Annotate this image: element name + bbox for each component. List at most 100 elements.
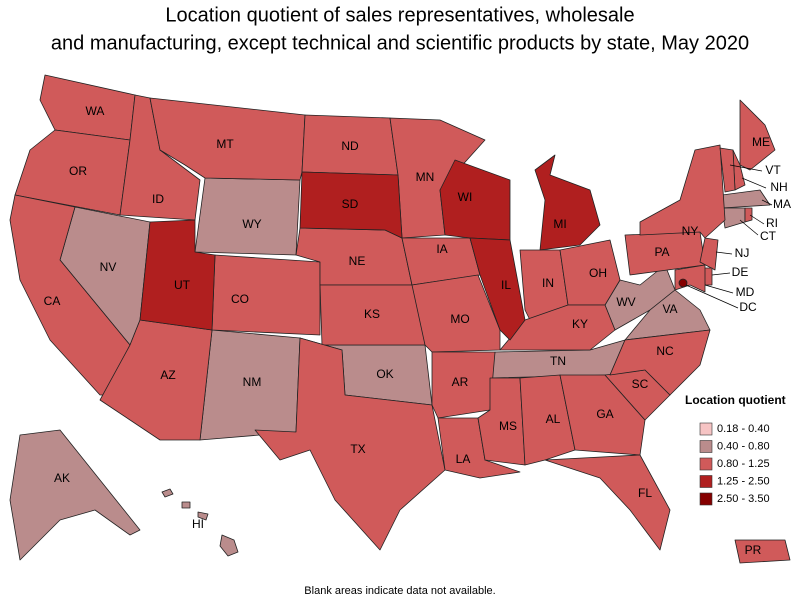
- state: [609, 329, 711, 396]
- leader-line: [715, 251, 733, 255]
- state: [721, 189, 771, 209]
- state: [719, 147, 736, 193]
- state: [211, 254, 321, 336]
- state-labels: NV WY NM OK TN WV VA CT MA AK HI WA OR CA ID MT CO AZ ND NE…: [44, 104, 791, 557]
- legend-swatch: [699, 422, 713, 436]
- leader-line: [704, 284, 734, 294]
- legend-swatch: [699, 440, 713, 453]
- state-label: TN: [550, 354, 566, 368]
- leader-line: [729, 164, 763, 172]
- state-label: VA: [662, 302, 677, 316]
- state-label: RI: [766, 216, 778, 230]
- state: [139, 219, 216, 331]
- state-label: MI: [553, 217, 566, 231]
- state: [544, 454, 671, 551]
- state: [534, 154, 601, 251]
- state: [674, 264, 706, 293]
- leader-line: [749, 214, 765, 225]
- state: [639, 144, 726, 239]
- state-label: MT: [216, 137, 234, 151]
- state-label: IN: [542, 276, 554, 290]
- state-label: AZ: [160, 368, 175, 382]
- legend-label: 0.40 - 0.80: [717, 440, 770, 452]
- state-label: WY: [242, 217, 261, 231]
- state-label: NH: [770, 180, 787, 194]
- state: [744, 207, 753, 223]
- leader-line: [711, 272, 731, 276]
- legend-label: 0.80 - 1.25: [717, 458, 770, 470]
- state: [739, 99, 776, 171]
- leader-line: [741, 177, 767, 189]
- state: [559, 374, 646, 456]
- state: [161, 488, 239, 557]
- state: [9, 429, 141, 561]
- state-label: VT: [765, 163, 781, 177]
- state-label: MN: [416, 170, 435, 184]
- state-label: NY: [682, 224, 699, 238]
- state-label: DC: [739, 300, 757, 314]
- state-label: MS: [499, 419, 517, 433]
- state-label: PA: [654, 245, 669, 259]
- state-label: GA: [596, 407, 613, 421]
- state-label: TX: [350, 442, 365, 456]
- state-label: CT: [760, 229, 777, 243]
- legend-swatch: [699, 457, 713, 471]
- state: [734, 539, 791, 564]
- title-line: Location quotient of sales representativ…: [165, 4, 634, 26]
- state-label: IL: [501, 278, 511, 292]
- state: [431, 351, 496, 419]
- legend: 0.18 - 0.40 0.40 - 0.80 0.80 - 1.25 1.25 - …: [699, 422, 770, 506]
- state-label: NM: [243, 375, 262, 389]
- state-label: NV: [100, 260, 117, 274]
- state-label: WI: [458, 190, 473, 204]
- state-label: AR: [452, 375, 469, 389]
- state-label: HI: [192, 517, 204, 531]
- legend-label: 1.25 - 2.50: [717, 475, 770, 487]
- state-label: ID: [152, 192, 164, 206]
- state-label: UT: [174, 278, 191, 292]
- state-label: IA: [436, 242, 447, 256]
- state-label: WV: [616, 295, 635, 309]
- state-label: SD: [342, 197, 359, 211]
- state: [299, 171, 403, 239]
- legend-swatch: [699, 492, 713, 506]
- state-label: OR: [69, 164, 87, 178]
- state-label: FL: [638, 486, 652, 500]
- state-label: AL: [546, 412, 561, 426]
- state-label: OK: [376, 367, 393, 381]
- state-label: KY: [572, 317, 588, 331]
- state-label: LA: [456, 452, 471, 466]
- state: [721, 207, 746, 229]
- state-label: KS: [364, 307, 380, 321]
- state-label: PR: [745, 543, 762, 557]
- state: [469, 237, 526, 341]
- state-label: SC: [632, 377, 649, 391]
- state: [604, 264, 676, 331]
- state-label: NE: [349, 254, 366, 268]
- legend-swatch: [699, 475, 713, 488]
- state-label: AK: [54, 471, 70, 485]
- states: [9, 74, 791, 564]
- state: [559, 239, 621, 306]
- leader-line: [685, 284, 739, 309]
- state-label: CO: [231, 292, 249, 306]
- legend-title: Location quotient: [685, 393, 786, 407]
- state: [519, 374, 576, 466]
- state-label: OH: [589, 266, 607, 280]
- state-label: ME: [752, 135, 770, 149]
- note: Blank areas indicate data not available.: [304, 585, 495, 597]
- state-label: MD: [736, 285, 755, 299]
- state-label: WA: [86, 104, 105, 118]
- state: [14, 129, 131, 216]
- state: [254, 337, 446, 551]
- state: [439, 159, 511, 241]
- title-line: and manufacturing, except technical and …: [51, 32, 749, 54]
- state: [678, 278, 688, 288]
- state-label: MO: [450, 312, 469, 326]
- state-label: ND: [341, 139, 359, 153]
- state-label: DE: [732, 265, 749, 279]
- state-label: MA: [773, 197, 791, 211]
- state-label: NC: [656, 344, 674, 358]
- legend-label: 0.18 - 0.40: [717, 423, 770, 435]
